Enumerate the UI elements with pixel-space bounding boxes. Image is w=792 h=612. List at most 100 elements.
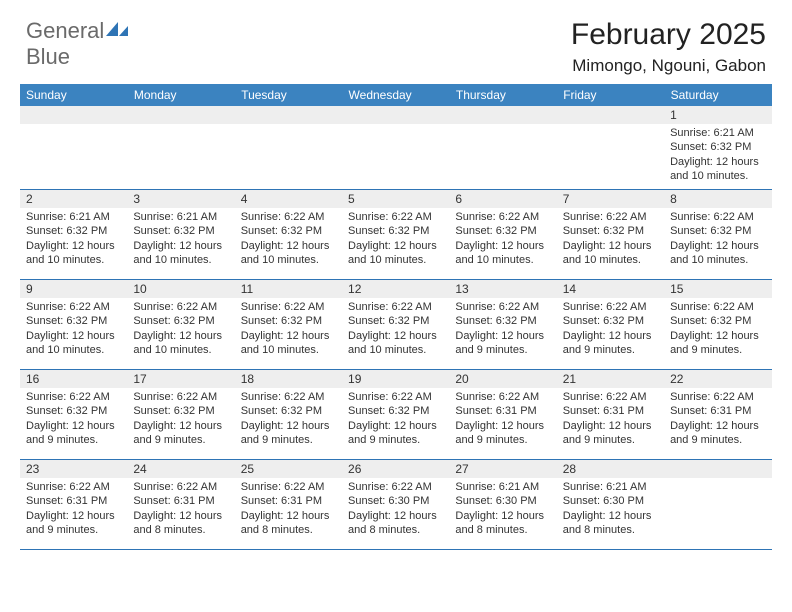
- sunrise-line: Sunrise: 6:22 AM: [455, 210, 550, 224]
- day-detail: Sunrise: 6:22 AMSunset: 6:32 PMDaylight:…: [449, 298, 556, 363]
- sunset-line: Sunset: 6:31 PM: [563, 404, 658, 418]
- sunrise-line: Sunrise: 6:22 AM: [133, 390, 228, 404]
- calendar-cell: 21Sunrise: 6:22 AMSunset: 6:31 PMDayligh…: [557, 370, 664, 460]
- day-detail: Sunrise: 6:22 AMSunset: 6:32 PMDaylight:…: [557, 298, 664, 363]
- day-number: [557, 106, 664, 124]
- calendar-cell: 10Sunrise: 6:22 AMSunset: 6:32 PMDayligh…: [127, 280, 234, 370]
- logo-word1: General: [26, 18, 104, 43]
- sunrise-line: Sunrise: 6:21 AM: [670, 126, 765, 140]
- weekday-header: Friday: [557, 84, 664, 106]
- calendar-row: 23Sunrise: 6:22 AMSunset: 6:31 PMDayligh…: [20, 460, 772, 550]
- calendar-cell: 5Sunrise: 6:22 AMSunset: 6:32 PMDaylight…: [342, 190, 449, 280]
- title-block: February 2025 Mimongo, Ngouni, Gabon: [571, 18, 766, 76]
- calendar-cell: 23Sunrise: 6:22 AMSunset: 6:31 PMDayligh…: [20, 460, 127, 550]
- calendar-cell: 14Sunrise: 6:22 AMSunset: 6:32 PMDayligh…: [557, 280, 664, 370]
- daylight-line: Daylight: 12 hours and 9 minutes.: [133, 419, 228, 448]
- sunrise-line: Sunrise: 6:22 AM: [133, 300, 228, 314]
- calendar-row: 1 Sunrise: 6:21 AMSunset: 6:32 PMDaylight…: [20, 106, 772, 190]
- day-number: [20, 106, 127, 124]
- sunset-line: Sunset: 6:32 PM: [455, 224, 550, 238]
- day-detail: [20, 124, 127, 132]
- day-detail: Sunrise: 6:22 AMSunset: 6:32 PMDaylight:…: [235, 298, 342, 363]
- day-detail: Sunrise: 6:22 AMSunset: 6:31 PMDaylight:…: [449, 388, 556, 453]
- day-detail: Sunrise: 6:22 AMSunset: 6:32 PMDaylight:…: [664, 298, 771, 363]
- day-detail: Sunrise: 6:22 AMSunset: 6:32 PMDaylight:…: [664, 208, 771, 273]
- day-number: [235, 106, 342, 124]
- day-detail: Sunrise: 6:22 AMSunset: 6:31 PMDaylight:…: [664, 388, 771, 453]
- day-number: 27: [449, 460, 556, 478]
- calendar-cell: 12Sunrise: 6:22 AMSunset: 6:32 PMDayligh…: [342, 280, 449, 370]
- weekday-header: Thursday: [449, 84, 556, 106]
- calendar-cell: 27Sunrise: 6:21 AMSunset: 6:30 PMDayligh…: [449, 460, 556, 550]
- day-number: 3: [127, 190, 234, 208]
- logo-text: General Blue: [26, 18, 130, 70]
- sunrise-line: Sunrise: 6:22 AM: [348, 210, 443, 224]
- logo-sail-icon: [104, 25, 130, 42]
- day-number: 24: [127, 460, 234, 478]
- day-detail: Sunrise: 6:22 AMSunset: 6:31 PMDaylight:…: [20, 478, 127, 543]
- sunrise-line: Sunrise: 6:22 AM: [670, 210, 765, 224]
- weekday-header: Wednesday: [342, 84, 449, 106]
- calendar-cell: 25Sunrise: 6:22 AMSunset: 6:31 PMDayligh…: [235, 460, 342, 550]
- day-detail: Sunrise: 6:22 AMSunset: 6:32 PMDaylight:…: [127, 388, 234, 453]
- sunset-line: Sunset: 6:32 PM: [133, 314, 228, 328]
- daylight-line: Daylight: 12 hours and 8 minutes.: [133, 509, 228, 538]
- sunset-line: Sunset: 6:30 PM: [563, 494, 658, 508]
- daylight-line: Daylight: 12 hours and 10 minutes.: [670, 239, 765, 268]
- sunset-line: Sunset: 6:31 PM: [670, 404, 765, 418]
- calendar-cell: 2Sunrise: 6:21 AMSunset: 6:32 PMDaylight…: [20, 190, 127, 280]
- sunrise-line: Sunrise: 6:22 AM: [241, 300, 336, 314]
- day-detail: Sunrise: 6:22 AMSunset: 6:32 PMDaylight:…: [342, 298, 449, 363]
- daylight-line: Daylight: 12 hours and 10 minutes.: [670, 155, 765, 184]
- sunset-line: Sunset: 6:32 PM: [563, 314, 658, 328]
- sunset-line: Sunset: 6:32 PM: [670, 140, 765, 154]
- day-number: 18: [235, 370, 342, 388]
- calendar-cell: 1 Sunrise: 6:21 AMSunset: 6:32 PMDaylight…: [664, 106, 771, 190]
- sunrise-line: Sunrise: 6:22 AM: [563, 300, 658, 314]
- sunrise-line: Sunrise: 6:22 AM: [348, 300, 443, 314]
- day-number: [664, 460, 771, 478]
- day-detail: Sunrise: 6:22 AMSunset: 6:32 PMDaylight:…: [342, 388, 449, 453]
- location: Mimongo, Ngouni, Gabon: [571, 56, 766, 76]
- day-number: 22: [664, 370, 771, 388]
- daylight-line: Daylight: 12 hours and 10 minutes.: [26, 239, 121, 268]
- calendar-cell: [557, 106, 664, 190]
- sunrise-line: Sunrise: 6:22 AM: [455, 390, 550, 404]
- sunrise-line: Sunrise: 6:22 AM: [563, 210, 658, 224]
- day-number: 9: [20, 280, 127, 298]
- calendar-cell: [235, 106, 342, 190]
- weekday-header: Saturday: [664, 84, 771, 106]
- day-detail: Sunrise: 6:22 AMSunset: 6:32 PMDaylight:…: [235, 388, 342, 453]
- day-detail: [127, 124, 234, 132]
- calendar-cell: [20, 106, 127, 190]
- daylight-line: Daylight: 12 hours and 9 minutes.: [241, 419, 336, 448]
- day-number: 25: [235, 460, 342, 478]
- calendar-cell: 20Sunrise: 6:22 AMSunset: 6:31 PMDayligh…: [449, 370, 556, 460]
- sunrise-line: Sunrise: 6:22 AM: [348, 480, 443, 494]
- day-number: [449, 106, 556, 124]
- sunrise-line: Sunrise: 6:22 AM: [563, 390, 658, 404]
- day-number: 8: [664, 190, 771, 208]
- weekday-header: Sunday: [20, 84, 127, 106]
- daylight-line: Daylight: 12 hours and 10 minutes.: [133, 329, 228, 358]
- daylight-line: Daylight: 12 hours and 9 minutes.: [563, 329, 658, 358]
- logo: General Blue: [26, 18, 130, 70]
- day-detail: [342, 124, 449, 132]
- daylight-line: Daylight: 12 hours and 9 minutes.: [563, 419, 658, 448]
- sunrise-line: Sunrise: 6:22 AM: [670, 300, 765, 314]
- day-number: 1: [664, 106, 771, 124]
- day-detail: Sunrise: 6:22 AMSunset: 6:32 PMDaylight:…: [127, 298, 234, 363]
- day-number: 16: [20, 370, 127, 388]
- sunset-line: Sunset: 6:32 PM: [26, 314, 121, 328]
- day-number: 20: [449, 370, 556, 388]
- day-number: 15: [664, 280, 771, 298]
- page-header: General Blue February 2025 Mimongo, Ngou…: [0, 0, 792, 84]
- sunset-line: Sunset: 6:31 PM: [241, 494, 336, 508]
- day-number: [342, 106, 449, 124]
- day-detail: [664, 478, 771, 486]
- day-detail: Sunrise: 6:22 AMSunset: 6:32 PMDaylight:…: [20, 298, 127, 363]
- day-number: 14: [557, 280, 664, 298]
- calendar-cell: 6Sunrise: 6:22 AMSunset: 6:32 PMDaylight…: [449, 190, 556, 280]
- day-detail: Sunrise: 6:22 AMSunset: 6:31 PMDaylight:…: [235, 478, 342, 543]
- day-number: 26: [342, 460, 449, 478]
